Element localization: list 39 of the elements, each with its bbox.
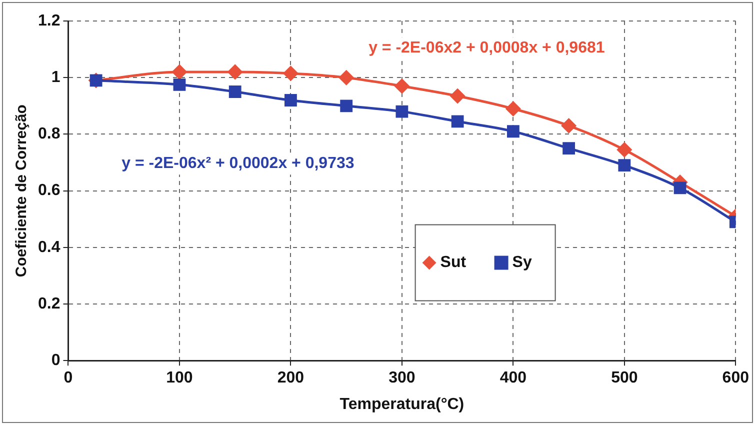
annotation: y = -2E-06x2 + 0,0008x + 0,9681: [368, 40, 605, 57]
x-tick-label: 300: [388, 370, 416, 387]
point: [506, 125, 520, 138]
point: [394, 78, 410, 94]
point: [340, 100, 353, 112]
point: [339, 70, 354, 85]
y-tick-label: 0.8: [38, 126, 60, 143]
y-tick-label: 0.6: [38, 182, 60, 200]
point: [228, 64, 242, 80]
point: [173, 78, 186, 91]
point: [284, 94, 297, 106]
y-tick-label: 1: [51, 69, 60, 86]
legend-label: Sut: [440, 254, 467, 272]
legend-label: Sy: [512, 254, 532, 272]
point: [172, 64, 187, 80]
point: [674, 182, 686, 194]
y-tick-label: 0.2: [38, 295, 60, 312]
point: [617, 142, 632, 158]
x-tick-label: 100: [166, 370, 193, 387]
point: [562, 142, 575, 155]
x-axis-title: Temperatura(°C): [340, 396, 464, 413]
point: [506, 101, 520, 116]
x-tick-label: 500: [611, 370, 638, 387]
y-tick-label: 1.2: [38, 12, 60, 30]
y-axis-title: Coeficiente de Correção: [13, 104, 30, 278]
x-tick-label: 200: [277, 370, 304, 387]
x-tick-label: 400: [500, 370, 527, 387]
annotation: y = -2E-06x² + 0,0002x + 0,9733: [122, 155, 354, 172]
point: [283, 66, 298, 81]
point: [396, 105, 408, 118]
y-tick-label: 0: [51, 352, 60, 370]
point: [450, 88, 465, 104]
point: [618, 159, 631, 172]
y-tick-label: 0.4: [38, 238, 60, 256]
point: [562, 118, 576, 133]
point: [228, 86, 242, 98]
x-tick-label: 600: [722, 370, 750, 387]
point: [451, 115, 464, 128]
x-tick-label: 0: [64, 370, 73, 387]
